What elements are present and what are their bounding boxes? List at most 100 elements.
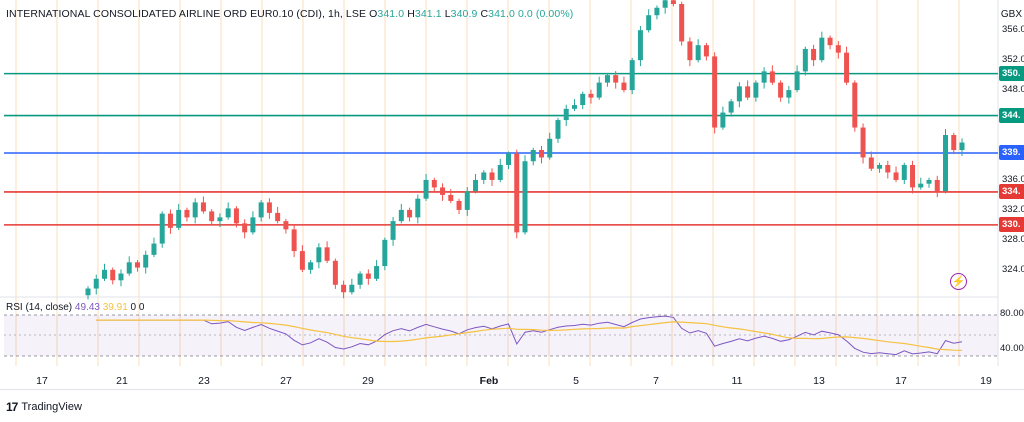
candle-102 [926, 177, 932, 188]
candle-20 [250, 211, 256, 235]
candle-9 [159, 211, 165, 248]
rsi-extra-1: 0 [130, 302, 137, 313]
rsi-line [96, 315, 963, 356]
rsi-ma-value: 39.91 [102, 302, 128, 313]
candle-97 [885, 160, 891, 179]
price-tick-1: 352.0 [1002, 54, 1024, 66]
candle-1 [93, 274, 99, 295]
candle-76 [712, 52, 718, 134]
tradingview-name: TradingView [21, 401, 82, 413]
candle-29 [324, 241, 330, 264]
currency-label[interactable]: GBX [1000, 9, 1022, 20]
flash-icon[interactable]: ⚡ [950, 273, 967, 290]
tradingview-logo[interactable]: 17 TradingView [6, 400, 82, 414]
candle-36 [382, 237, 388, 271]
rsi-extra-2: 0 [138, 302, 145, 313]
candle-46 [464, 187, 470, 216]
candle-53 [522, 155, 528, 235]
candle-42 [431, 177, 437, 192]
candle-25 [291, 225, 297, 258]
candle-47 [473, 173, 479, 194]
chart-title: INTERNATIONAL CONSOLIDATED AIRLINE ORD E… [6, 8, 573, 20]
candle-90 [827, 35, 833, 50]
candle-51 [506, 151, 512, 170]
candle-40 [415, 194, 421, 224]
price-tick-7: 328.0 [1002, 233, 1024, 245]
candle-59 [571, 99, 577, 112]
candle-101 [918, 177, 924, 190]
candle-52 [514, 149, 520, 239]
symbol-text: INTERNATIONAL CONSOLIDATED AIRLINE ORD E… [6, 8, 367, 20]
candle-37 [390, 217, 396, 246]
level-tag-0: 350. [999, 66, 1024, 82]
candle-84 [778, 80, 784, 102]
candle-43 [440, 183, 446, 201]
candle-94 [860, 123, 866, 164]
candle-88 [811, 44, 817, 67]
candle-58 [563, 104, 569, 127]
candle-63 [604, 72, 610, 87]
level-tag-2: 339. [999, 145, 1024, 161]
candle-69 [654, 5, 660, 20]
candle-12 [184, 207, 190, 222]
time-tick-11: 19 [980, 375, 992, 387]
candle-65 [621, 76, 627, 93]
level-tag-3: 334. [999, 184, 1024, 200]
rsi-value: 49.43 [74, 302, 100, 313]
candle-79 [736, 82, 742, 108]
candle-33 [357, 271, 363, 289]
candle-103 [934, 175, 940, 198]
candle-35 [374, 260, 380, 282]
candle-60 [580, 91, 586, 110]
candle-56 [547, 132, 553, 160]
rsi-tick-0: 80.00 [1000, 307, 1024, 319]
candle-6 [134, 260, 140, 272]
time-tick-4: 29 [362, 375, 374, 387]
candle-28 [316, 243, 322, 269]
bottom-divider [0, 389, 1024, 390]
candle-82 [761, 67, 767, 89]
candle-23 [275, 206, 281, 224]
candle-98 [893, 166, 899, 183]
candle-71 [670, 0, 676, 7]
candle-57 [555, 117, 561, 143]
price-tick-8: 324.0 [1002, 263, 1024, 275]
low-value: 340.9 [450, 8, 478, 20]
price-tick-6: 332.0 [1002, 203, 1024, 215]
candle-80 [745, 80, 751, 100]
candle-3 [110, 267, 116, 285]
candle-16 [217, 213, 223, 228]
candle-0 [85, 286, 91, 300]
time-tick-9: 13 [813, 375, 825, 387]
candle-4 [118, 269, 124, 287]
candle-31 [341, 280, 347, 299]
candle-10 [167, 209, 173, 234]
candle-44 [448, 188, 454, 204]
candle-5 [126, 256, 132, 276]
candle-68 [646, 9, 652, 33]
level-tag-1: 344. [999, 108, 1024, 124]
candle-75 [703, 42, 709, 61]
time-tick-6: 5 [573, 375, 579, 387]
candle-105 [951, 132, 957, 155]
vertical-gridlines [15, 0, 960, 366]
candle-92 [844, 46, 850, 85]
candle-83 [769, 65, 775, 85]
candle-48 [481, 170, 487, 185]
candle-55 [538, 145, 544, 164]
candle-7 [143, 250, 149, 274]
candle-34 [365, 269, 371, 285]
horizontal-levels [4, 72, 998, 226]
open-value: 341.0 [377, 8, 405, 20]
open-label: O [369, 8, 378, 20]
price-tick-2: 348.0 [1002, 84, 1024, 96]
candle-41 [423, 173, 429, 201]
candle-27 [308, 260, 314, 274]
candle-19 [242, 219, 248, 239]
rsi-legend: RSI (14, close) 49.43 39.91 0 0 [6, 302, 144, 313]
candle-73 [687, 37, 693, 67]
candle-17 [225, 202, 231, 220]
close-value: 341.0 [488, 8, 515, 20]
time-tick-7: 7 [653, 375, 659, 387]
